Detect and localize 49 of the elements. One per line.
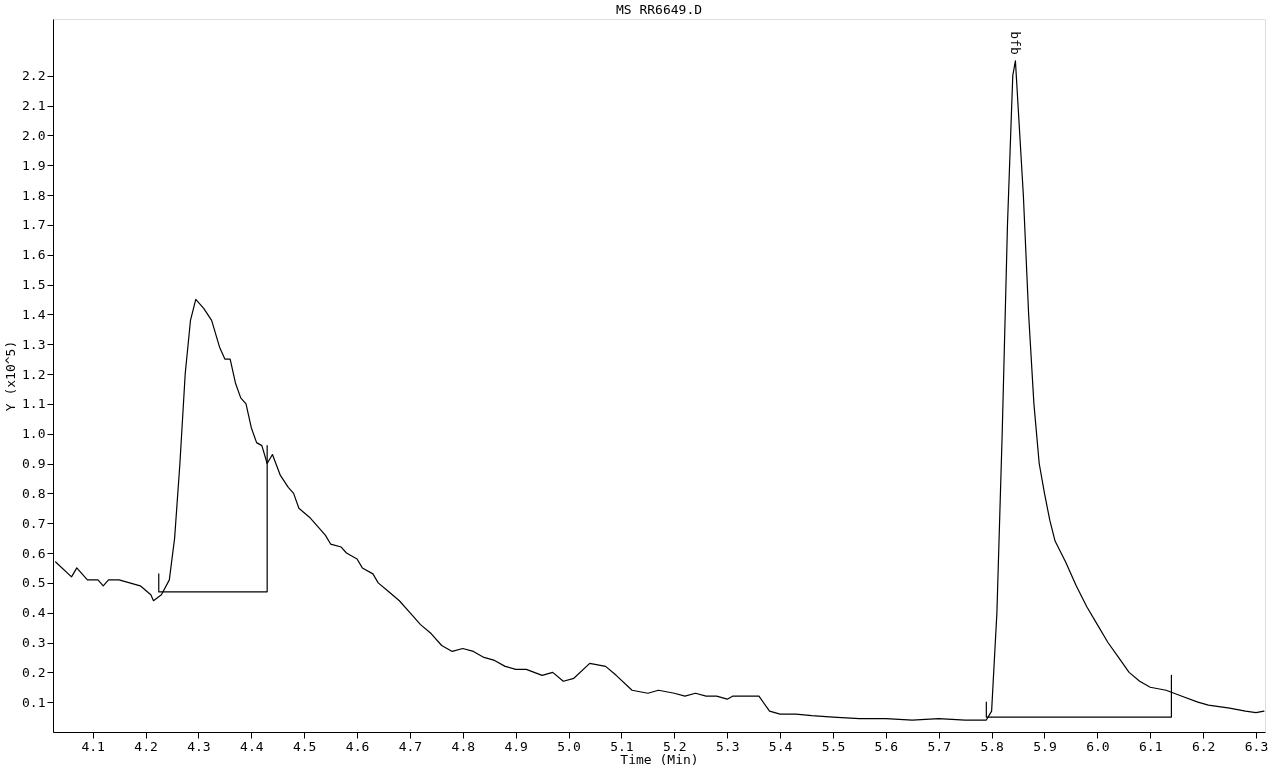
x-tick-label: 4.1 — [81, 738, 105, 754]
y-tick-label: 0.8 — [22, 485, 46, 501]
y-tick-label: 1.5 — [22, 277, 46, 293]
x-tick-label: 5.5 — [821, 738, 846, 754]
x-tick-label: 6.1 — [1139, 738, 1163, 754]
x-tick-label: 5.8 — [980, 738, 1004, 754]
y-tick-label: 1.7 — [22, 217, 46, 233]
x-tick-label: 6.3 — [1244, 738, 1269, 754]
y-tick-label: 0.9 — [22, 456, 46, 472]
x-tick-label: 6.2 — [1191, 738, 1216, 754]
y-tick-label: 2.2 — [22, 68, 46, 84]
y-tick-label: 0.2 — [22, 664, 46, 680]
x-tick-label: 5.0 — [557, 738, 581, 754]
x-tick-label: 6.0 — [1086, 738, 1110, 754]
y-tick-label: 0.7 — [22, 515, 46, 531]
x-tick-label: 5.7 — [927, 738, 951, 754]
x-tick-label: 5.1 — [610, 738, 634, 754]
y-tick-label: 2.0 — [22, 127, 46, 143]
y-axis-title: Y (x10^5) — [3, 340, 19, 412]
x-tick-label: 4.7 — [398, 738, 423, 754]
x-tick-label: 4.6 — [345, 738, 370, 754]
y-tick-label: 2.1 — [22, 98, 46, 114]
y-tick-label: 0.5 — [22, 575, 46, 591]
x-tick-label: 4.8 — [451, 738, 476, 754]
y-tick-label: 1.0 — [22, 426, 46, 442]
annotation: bfb — [1008, 31, 1024, 55]
x-tick-label: 5.6 — [874, 738, 899, 754]
x-tick-label: 4.9 — [504, 738, 528, 754]
x-tick-label: 4.3 — [187, 738, 211, 754]
y-tick-label: 1.1 — [22, 396, 46, 412]
y-tick-label: 0.6 — [22, 545, 46, 561]
y-tick-label: 1.3 — [22, 336, 46, 352]
y-tick-label: 0.3 — [22, 635, 46, 650]
x-tick-label: 4.5 — [292, 738, 317, 754]
y-tick-label: 1.4 — [22, 306, 46, 322]
x-tick-label: 5.2 — [663, 738, 687, 754]
x-tick-label: 5.9 — [1033, 738, 1057, 754]
x-tick-label: 4.2 — [134, 738, 158, 754]
y-tick-label: 0.1 — [22, 694, 46, 710]
x-tick-label: 4.4 — [240, 738, 264, 754]
y-tick-label: 1.8 — [22, 187, 46, 203]
y-tick-label: 1.2 — [22, 366, 46, 382]
y-tick-label: 1.6 — [22, 247, 46, 263]
chart-title: MS RR6649.D — [615, 2, 703, 17]
x-axis-title: Time (Min) — [620, 751, 699, 767]
y-tick-label: 0.4 — [22, 605, 46, 621]
y-tick-label: 1.9 — [22, 157, 46, 173]
x-tick-label: 5.3 — [715, 738, 740, 754]
x-tick-label: 5.4 — [768, 738, 793, 754]
